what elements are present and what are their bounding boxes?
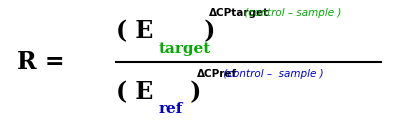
Text: target: target (158, 42, 211, 56)
Text: ( E: ( E (116, 80, 153, 104)
Text: R =: R = (17, 50, 65, 74)
Text: (control – sample ): (control – sample ) (241, 8, 341, 18)
Text: (control –  sample ): (control – sample ) (220, 69, 324, 78)
Text: ΔCPtarget: ΔCPtarget (209, 8, 269, 18)
Text: ( E: ( E (116, 20, 153, 44)
Text: ): ) (181, 80, 201, 104)
Text: ΔCPref: ΔCPref (196, 69, 237, 78)
Text: ref: ref (158, 102, 183, 116)
Text: ): ) (196, 20, 215, 44)
